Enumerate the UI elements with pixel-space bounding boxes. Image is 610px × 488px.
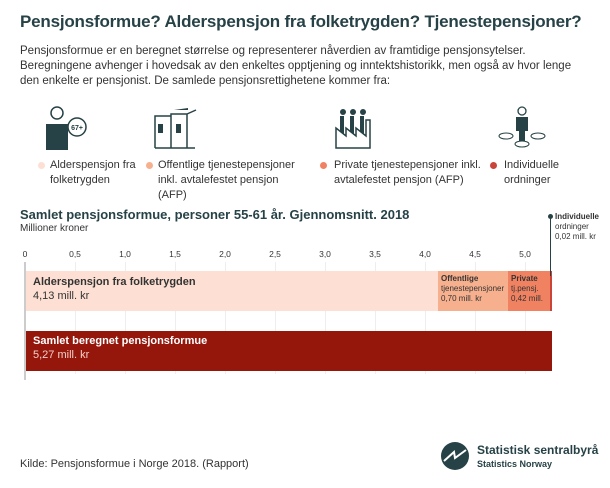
bar-segment [438,271,508,311]
gridline [375,262,376,374]
bar-segment [25,271,438,311]
segment-name2: tj.pensj. [511,284,539,293]
total-label: Samlet beregnet pensjonsformue 5,27 mill.… [33,334,207,362]
segment-label: Alderspensjon fra folketrygden 4,13 mill.… [33,275,196,303]
x-tick-label: 3,0 [319,249,331,259]
gridline [475,262,476,374]
x-tick-label: 0,5 [69,249,81,259]
segment-label: Offentlige tjenestepensjoner 0,70 mill. kr [441,274,504,304]
legend-dot [146,162,153,169]
gridline [125,262,126,374]
total-value: 5,27 mill. kr [33,349,90,361]
legend-item-private: Private tjenestepensjoner inkl. avtalefe… [320,158,485,188]
page-title: Pensjonsformue? Alderspensjon fra folket… [20,12,582,31]
x-tick-label: 5,0 [519,249,531,259]
segment-name: Private [511,274,538,283]
x-tick-label: 4,5 [469,249,481,259]
ssb-logo: Statistisk sentralbyrå Statistics Norway [440,441,598,476]
logo-name: Statistisk sentralbyrå [477,443,599,457]
bar-segment [550,271,552,311]
segment-name: Individuelle [555,212,600,221]
gridline [525,262,526,374]
gridline [175,262,176,374]
segment-label: Private tj.pensj. 0,42 mill. [511,274,543,304]
x-tick-label: 3,5 [369,249,381,259]
person-choices-icon [498,106,546,148]
segment-name: Alderspensjon fra folketrygden [33,276,196,288]
segment-value: 0,02 mill. kr [555,232,596,241]
segment-name2: ordninger [555,222,589,231]
x-tick-label: 4,0 [419,249,431,259]
bar-segment [508,271,550,311]
segment-value: 4,13 mill. kr [33,290,90,302]
segment-name: Offentlige [441,274,479,283]
segment-value: 0,42 mill. [511,294,544,303]
y-axis-line [24,262,26,380]
gridline [275,262,276,374]
x-tick-label: 1,0 [119,249,131,259]
annotation-dot [548,214,553,219]
gridline [75,262,76,374]
logo-sub: Statistics Norway [477,459,553,469]
factory-icon [335,109,371,149]
legend-item-individuelle: Individuelle ordninger [490,158,570,188]
annotation-label: Individuelle ordninger 0,02 mill. kr [555,212,599,242]
x-tick-label: 2,5 [269,249,281,259]
segment-name2: tjenestepensjoner [441,284,505,293]
intro-text: Pensjonsformue er en beregnet størrelse … [20,45,572,87]
source-text: Kilde: Pensjonsformue i Norge 2018. (Rap… [20,458,249,470]
legend-dot [320,162,327,169]
legend-label: Individuelle ordninger [504,159,560,186]
gridline [325,262,326,374]
annotation-line [550,216,551,276]
chart-title: Samlet pensjonsformue, personer 55-61 år… [20,207,410,222]
total-bar [25,331,552,371]
ssb-logo-icon [441,442,469,470]
legend-dot [38,162,45,169]
segment-value: 0,70 mill. kr [441,294,482,303]
legend-item-offentlige: Offentlige tjenestepensjoner inkl. avtal… [146,158,306,203]
x-tick-label: 0 [22,249,28,259]
legend-dot [490,162,497,169]
x-tick-label: 2,0 [219,249,231,259]
total-name: Samlet beregnet pensjonsformue [33,335,208,347]
legend-label: Offentlige tjenestepensjoner inkl. avtal… [158,159,295,201]
gridline [225,262,226,374]
legend-item-folketrygden: Alderspensjon fra folketrygden [38,158,148,188]
legend-label: Private tjenestepensjoner inkl. avtalefe… [334,159,481,186]
public-building-icon [154,108,197,149]
legend-label: Alderspensjon fra folketrygden [50,159,136,186]
person-67-plus-icon: 67+ [46,106,87,150]
x-tick-label: 1,5 [169,249,181,259]
chart-unit-label: Millioner kroner [20,223,89,234]
gridline [425,262,426,374]
badge-67: 67+ [71,125,83,132]
